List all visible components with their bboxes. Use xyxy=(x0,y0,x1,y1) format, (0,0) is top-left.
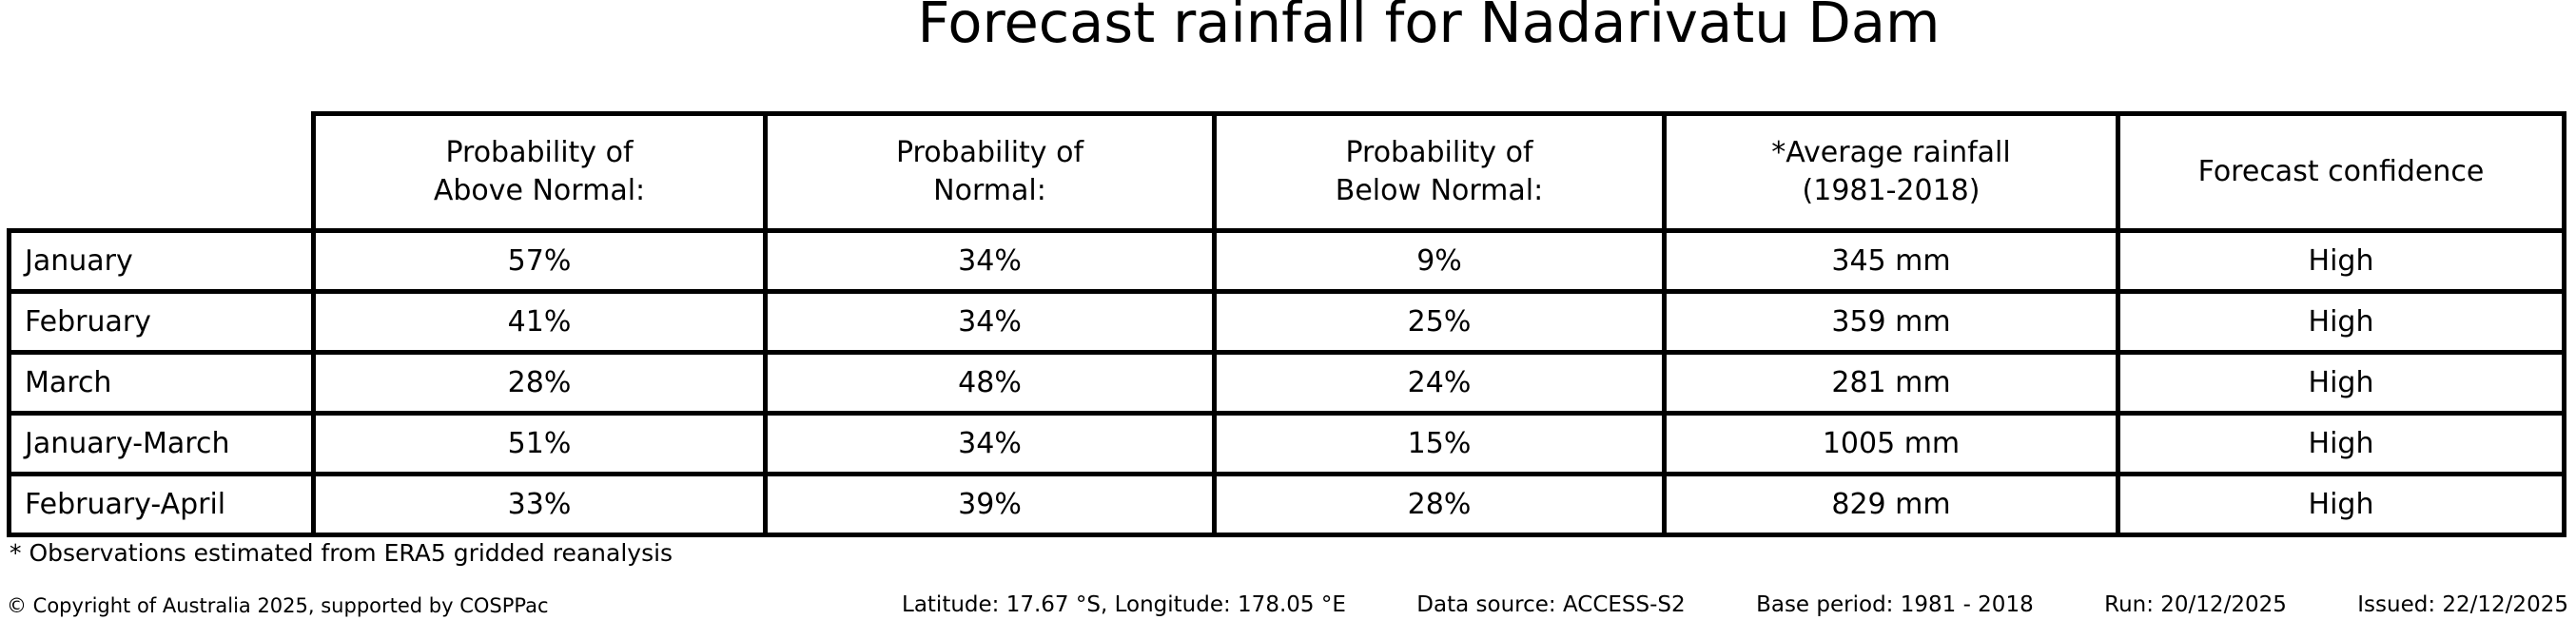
cell-confidence: High xyxy=(2116,228,2566,294)
location-text: Latitude: 17.67 °S, Longitude: 178.05 °E xyxy=(902,592,1346,617)
header-forecast-confidence: Forecast confidence xyxy=(2116,111,2566,233)
cell-average-rainfall: 281 mm xyxy=(1662,350,2120,416)
header-blank-cell xyxy=(9,113,314,231)
cell-above-normal: 28% xyxy=(311,350,768,416)
cell-above-normal: 41% xyxy=(311,289,768,355)
header-above-normal: Probability of Above Normal: xyxy=(311,111,768,233)
page-title: Forecast rainfall for Nadarivatu Dam xyxy=(917,0,1941,55)
cell-average-rainfall: 359 mm xyxy=(1662,289,2120,355)
cell-below-normal: 15% xyxy=(1212,411,1667,476)
cell-period: January-March xyxy=(7,411,316,476)
cell-period: February-April xyxy=(7,472,316,537)
cell-period: February xyxy=(7,289,316,355)
issued-date-text: Issued: 22/12/2025 xyxy=(2357,592,2568,617)
table-row: February-April 33% 39% 28% 829 mm High xyxy=(7,472,2566,537)
cell-confidence: High xyxy=(2116,472,2566,537)
observations-footnote: * Observations estimated from ERA5 gridd… xyxy=(10,539,673,567)
cell-below-normal: 24% xyxy=(1212,350,1667,416)
forecast-table: Probability of Above Normal: Probability… xyxy=(7,111,2566,537)
run-date-text: Run: 20/12/2025 xyxy=(2104,592,2287,617)
cell-normal: 34% xyxy=(763,411,1217,476)
table-row: January 57% 34% 9% 345 mm High xyxy=(7,228,2566,294)
cell-average-rainfall: 829 mm xyxy=(1662,472,2120,537)
cell-confidence: High xyxy=(2116,350,2566,416)
table-header-row: Probability of Above Normal: Probability… xyxy=(9,111,2566,233)
table-row: March 28% 48% 24% 281 mm High xyxy=(7,350,2566,416)
header-normal: Probability of Normal: xyxy=(763,111,1217,233)
cell-below-normal: 28% xyxy=(1212,472,1667,537)
cell-period: January xyxy=(7,228,316,294)
cell-above-normal: 51% xyxy=(311,411,768,476)
table-row: February 41% 34% 25% 359 mm High xyxy=(7,289,2566,355)
cell-below-normal: 9% xyxy=(1212,228,1667,294)
cell-average-rainfall: 1005 mm xyxy=(1662,411,2120,476)
cell-period: March xyxy=(7,350,316,416)
cell-confidence: High xyxy=(2116,411,2566,476)
cell-above-normal: 57% xyxy=(311,228,768,294)
header-below-normal: Probability of Below Normal: xyxy=(1212,111,1667,233)
cell-above-normal: 33% xyxy=(311,472,768,537)
cell-normal: 34% xyxy=(763,228,1217,294)
table-row: January-March 51% 34% 15% 1005 mm High xyxy=(7,411,2566,476)
cell-normal: 39% xyxy=(763,472,1217,537)
header-average-rainfall: *Average rainfall (1981-2018) xyxy=(1662,111,2120,233)
base-period-text: Base period: 1981 - 2018 xyxy=(1756,592,2034,617)
cell-confidence: High xyxy=(2116,289,2566,355)
footer-meta-line: Latitude: 17.67 °S, Longitude: 178.05 °E… xyxy=(902,592,2568,617)
cell-normal: 48% xyxy=(763,350,1217,416)
cell-normal: 34% xyxy=(763,289,1217,355)
cell-below-normal: 25% xyxy=(1212,289,1667,355)
cell-average-rainfall: 345 mm xyxy=(1662,228,2120,294)
copyright-notice: © Copyright of Australia 2025, supported… xyxy=(7,594,549,617)
data-source-text: Data source: ACCESS-S2 xyxy=(1416,592,1686,617)
